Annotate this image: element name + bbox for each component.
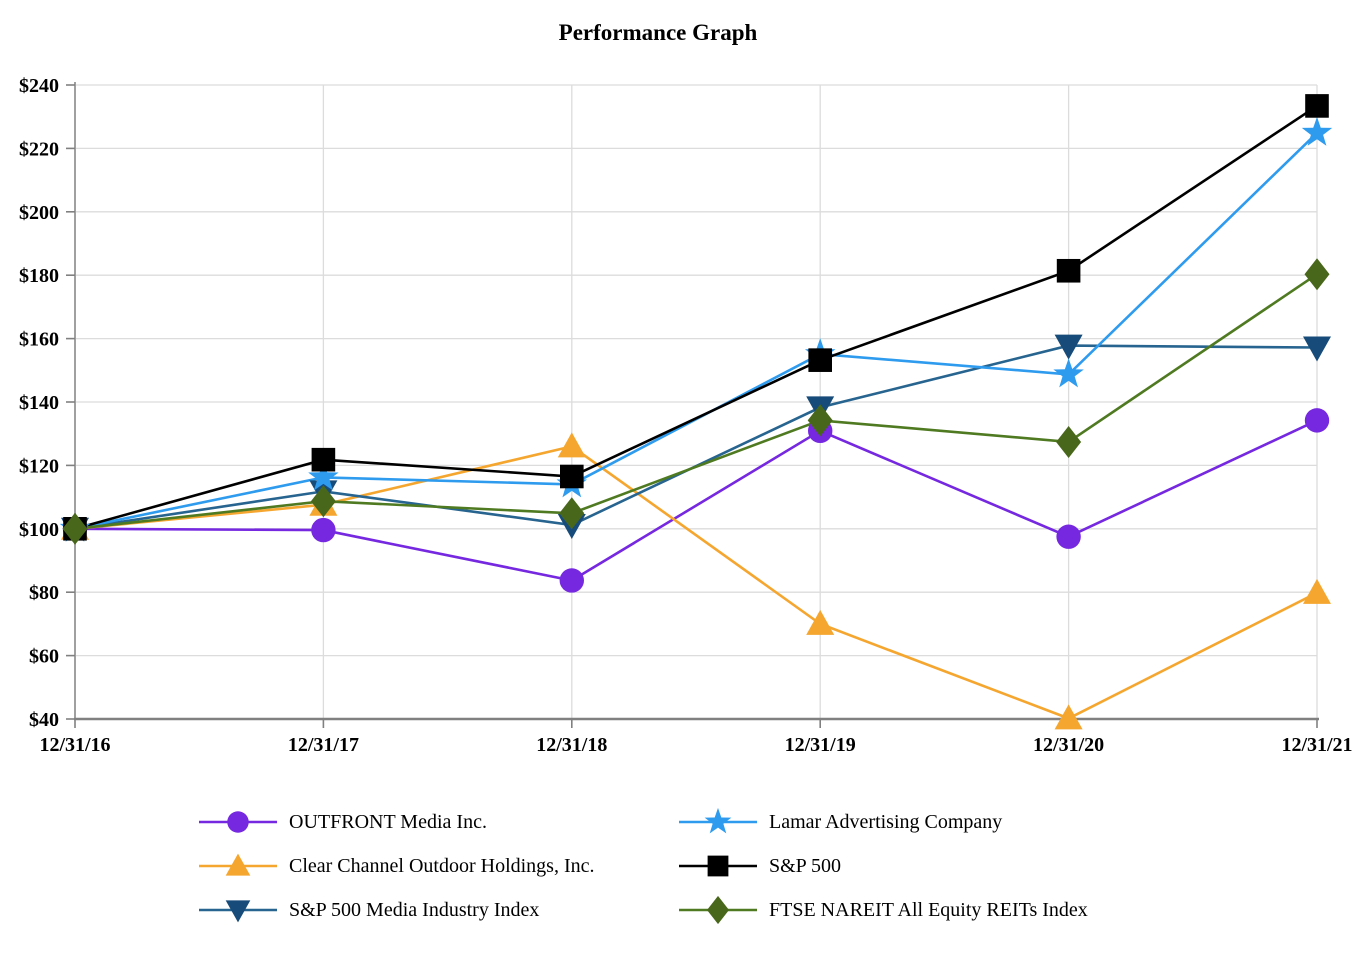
legend-label-ftse-nareit: FTSE NAREIT All Equity REITs Index [769,898,1088,921]
y-tick-label: $240 [19,75,59,97]
y-tick-label: $40 [29,709,59,731]
legend-item-ftse-nareit: FTSE NAREIT All Equity REITs Index [678,896,1088,924]
y-tick-label: $160 [19,329,59,351]
outfront-media-circle-marker-icon [199,811,277,833]
lamar-advertising-star-marker-icon [679,808,757,834]
x-tick-label: 12/31/18 [536,734,607,756]
series-lines [74,104,1318,720]
y-axis-labels: $40 $60 $80 $100 $120 $140 $160 $180 $200 $220 $24… [19,75,59,731]
series-line-1 [74,131,1318,531]
y-tick-label: $120 [19,455,59,477]
y-tick-label: $60 [29,646,59,668]
x-tick-label: 12/31/21 [1281,734,1352,756]
legend-label-outfront-media: OUTFRONT Media Inc. [289,810,487,833]
series-markers [59,94,1333,730]
x-tick-label: 12/31/16 [39,734,110,756]
x-axis-labels: 12/31/16 12/31/17 12/31/18 12/31/19 12/31/20… [39,734,1352,756]
series-markers-0 [62,408,1330,593]
y-tick-label: $180 [19,265,59,287]
x-tick-label: 12/31/19 [785,734,856,756]
series-markers-1 [59,116,1333,542]
sp500-media-index-triangle-down-marker-icon [199,900,277,923]
sp500-square-marker-icon [679,855,757,877]
legend-item-clear-channel: Clear Channel Outdoor Holdings, Inc. [198,852,678,880]
y-tick-label: $220 [19,138,59,160]
chart-title: Performance Graph [558,20,758,45]
legend-item-sp500: S&P 500 [678,852,1088,880]
chart-legend: OUTFRONT Media Inc. Lamar Advertising Co… [198,808,1088,924]
series-markers-5 [62,258,1330,545]
series-line-2 [74,444,1318,720]
performance-line-chart: $40 $60 $80 $100 $120 $140 $160 $180 $200 $220 $24… [19,75,1353,756]
y-tick-label: $80 [29,582,59,604]
series-line-5 [74,273,1318,531]
legend-item-sp500-media-index: S&P 500 Media Industry Index [198,896,678,924]
y-tick-label: $200 [19,202,59,224]
series-line-3 [74,104,1318,531]
legend-label-sp500: S&P 500 [769,854,842,877]
legend-label-sp500-media-index: S&P 500 Media Industry Index [289,898,540,921]
clear-channel-triangle-marker-icon [199,853,277,876]
series-markers-3 [63,94,1329,541]
legend-item-lamar-advertising: Lamar Advertising Company [678,808,1088,836]
legend-label-lamar-advertising: Lamar Advertising Company [769,810,1003,833]
legend-item-outfront-media: OUTFRONT Media Inc. [198,808,678,836]
x-tick-label: 12/31/20 [1033,734,1104,756]
series-markers-2 [61,432,1331,730]
axes [66,82,1319,728]
y-tick-label: $100 [19,519,59,541]
y-tick-label: $140 [19,392,59,414]
series-line-0 [74,419,1318,582]
legend-label-clear-channel: Clear Channel Outdoor Holdings, Inc. [289,854,595,877]
gridlines [75,84,1318,719]
x-tick-label: 12/31/17 [288,734,359,756]
series-line-4 [74,344,1318,531]
ftse-nareit-diamond-marker-icon [679,896,757,924]
